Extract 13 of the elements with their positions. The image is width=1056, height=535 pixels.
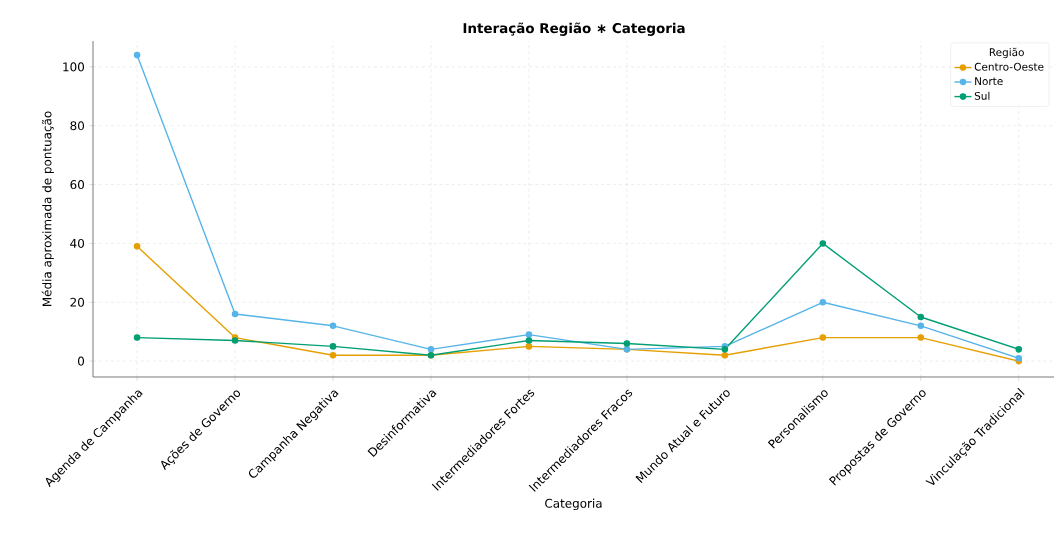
y-tick-label: 100 [63,62,85,72]
y-tick-label: 60 [70,180,85,190]
x-axis-title: Categoria [545,498,602,511]
legend-label: Norte [975,77,1003,86]
y-tick-label: 0 [77,356,85,366]
legend-title: Região [989,47,1024,59]
y-tick-label: 80 [70,121,85,131]
y-tick-label: 20 [70,297,85,307]
y-tick-label: 40 [70,238,85,248]
y-axis-title: Média aproximada de pontuação [41,111,54,306]
chart-title: Interação Região ∗ Categoria [463,22,685,36]
legend-label: Sul [974,91,990,100]
legend-label: Centro-Oeste [974,62,1044,71]
